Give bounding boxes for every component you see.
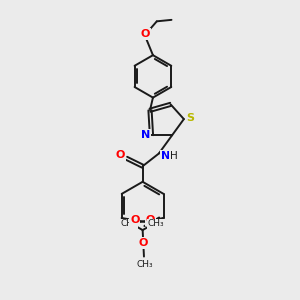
Text: CH₃: CH₃ — [121, 219, 138, 228]
Text: N: N — [161, 151, 170, 161]
Text: O: O — [141, 29, 150, 39]
Text: S: S — [186, 112, 194, 123]
Text: H: H — [170, 151, 178, 161]
Text: O: O — [139, 238, 148, 248]
Text: O: O — [130, 215, 140, 225]
Text: CH₃: CH₃ — [136, 260, 153, 269]
Text: CH₃: CH₃ — [148, 219, 164, 228]
Text: N: N — [141, 130, 150, 140]
Text: O: O — [146, 215, 155, 225]
Text: O: O — [115, 150, 125, 160]
